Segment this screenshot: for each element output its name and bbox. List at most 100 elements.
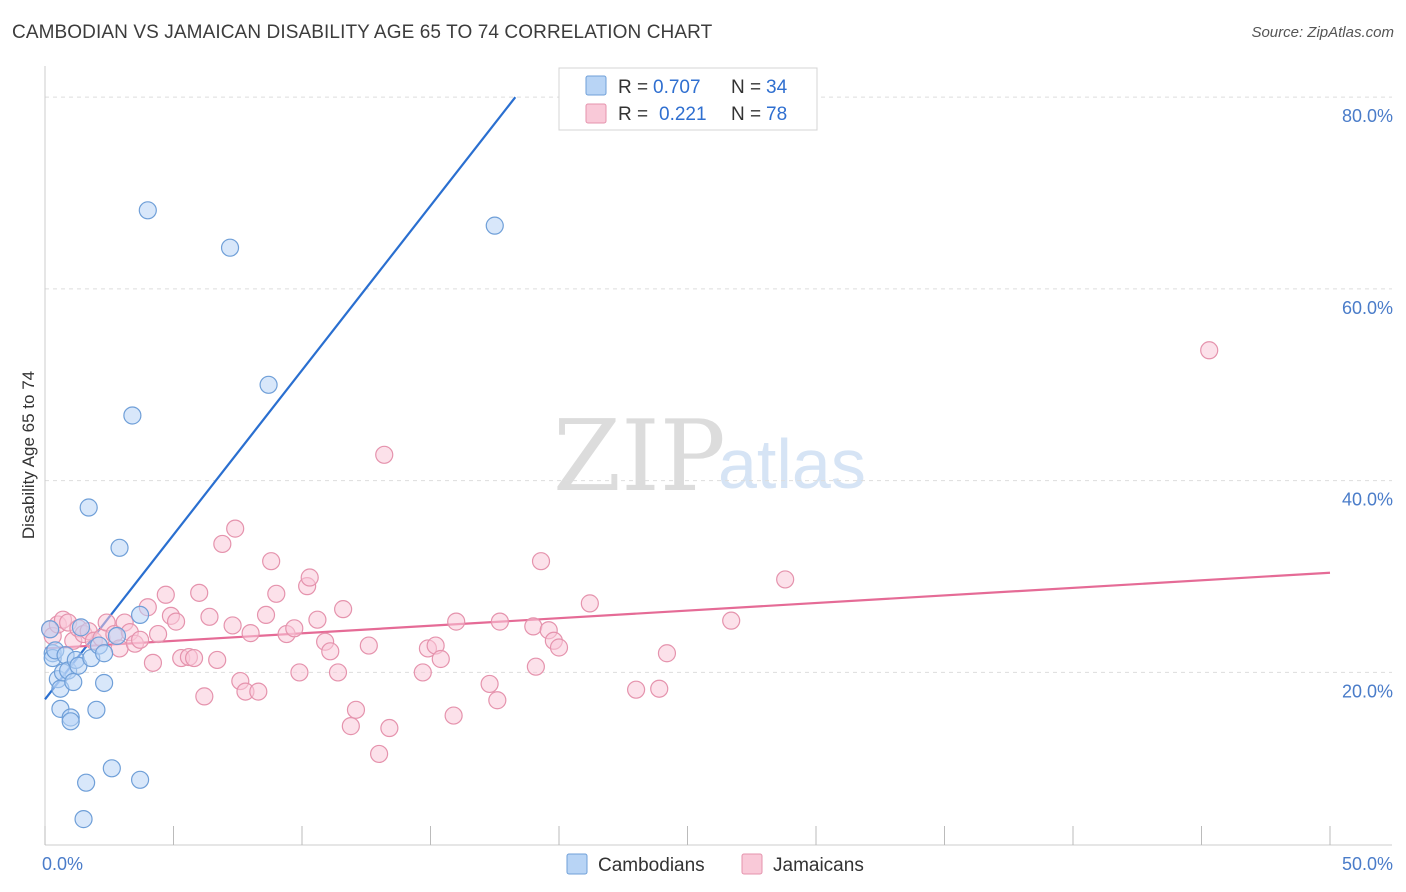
- legend-n-label-1: N =: [731, 77, 761, 98]
- jamaican-point-19: [143, 653, 163, 672]
- axes: [44, 66, 1392, 846]
- jamaican-point-57: [413, 663, 432, 682]
- jamaican-point-36: [241, 624, 260, 643]
- y-axis-label: Disability Age 65 to 74: [19, 371, 38, 539]
- bottom-legend-swatch-jamaicans: [741, 853, 763, 875]
- jamaican-point-33: [226, 519, 245, 538]
- cambodian-point-27: [123, 406, 142, 425]
- legend-n-value-1: 34: [766, 77, 788, 98]
- jamaican-point-17: [130, 630, 150, 649]
- jamaican-point-28: [195, 687, 214, 706]
- trend-lines: [44, 96, 1331, 700]
- jamaican-point-29: [200, 607, 219, 626]
- jamaican-points: [41, 341, 1219, 764]
- cambodian-point-30: [138, 201, 157, 220]
- cambodian-point-20: [87, 700, 106, 719]
- jamaican-point-43: [290, 663, 309, 682]
- source-credit: Source: ZipAtlas.com: [1251, 24, 1394, 41]
- jamaican-point-23: [166, 612, 186, 631]
- cambodian-point-32: [259, 375, 278, 394]
- cambodian-point-17: [77, 773, 96, 792]
- y-tick-label-20: 20.0%: [1342, 681, 1393, 701]
- legend-n-value-2: 78: [766, 104, 787, 125]
- legend-r-label-2: R =: [618, 104, 648, 125]
- bottom-legend-swatch-cambodians: [566, 853, 588, 875]
- jamaican-point-27: [190, 583, 209, 602]
- jamaican-point-21: [156, 585, 175, 604]
- series-legend: Cambodians Jamaicans: [566, 853, 864, 876]
- stats-legend: R = 0.707 N = 34 R = 0.221 N = 78: [558, 67, 818, 131]
- jamaican-point-31: [213, 534, 232, 554]
- jamaican-point-39: [262, 552, 281, 571]
- jamaican-point-49: [328, 663, 348, 682]
- x-tick-label-min: 0.0%: [42, 854, 83, 874]
- jamaican-point-50: [334, 600, 353, 619]
- x-ticks: 0.0% 50.0%: [42, 826, 1393, 874]
- cambodian-point-25: [107, 626, 127, 646]
- y-tick-label-80: 80.0%: [1342, 106, 1393, 126]
- jamaican-point-65: [490, 612, 509, 631]
- jamaican-point-73: [626, 680, 646, 699]
- legend-r-value-1: 0.707: [653, 77, 701, 98]
- jamaican-point-78: [1200, 341, 1219, 360]
- jamaican-point-62: [447, 612, 466, 631]
- cambodian-point-31: [220, 238, 240, 257]
- watermark-zip: ZIP: [553, 400, 726, 514]
- jamaican-point-67: [526, 657, 545, 676]
- cambodian-point-0: [41, 620, 60, 639]
- y-tick-labels: 20.0% 40.0% 60.0% 80.0%: [1342, 106, 1393, 701]
- jamaican-point-63: [480, 674, 499, 694]
- jamaican-point-75: [657, 644, 677, 663]
- cambodian-points: [41, 201, 504, 829]
- jamaican-point-46: [308, 610, 327, 629]
- jamaican-point-48: [321, 642, 340, 661]
- jamaican-point-77: [776, 570, 795, 589]
- jamaican-point-38: [256, 605, 276, 625]
- legend-r-value-2: 0.221: [659, 104, 707, 125]
- jamaican-point-71: [549, 638, 569, 657]
- watermark: ZIP atlas: [553, 400, 866, 514]
- chart-title: CAMBODIAN VS JAMAICAN DISABILITY AGE 65 …: [12, 22, 713, 43]
- watermark-atlas: atlas: [718, 425, 866, 503]
- gridlines: [45, 96, 1392, 673]
- cambodian-point-26: [110, 538, 129, 557]
- jamaican-point-55: [375, 445, 394, 464]
- jamaican-point-40: [267, 584, 286, 603]
- cambodian-point-11: [61, 712, 80, 731]
- bottom-legend-jamaicans: Jamaicans: [773, 855, 864, 876]
- cambodian-point-28: [130, 770, 150, 789]
- cambodian-point-23: [95, 673, 114, 693]
- jamaican-point-53: [359, 636, 378, 655]
- jamaican-point-51: [341, 717, 360, 736]
- jamaican-point-52: [346, 700, 366, 719]
- jamaican-point-26: [184, 648, 204, 668]
- jamaican-point-42: [285, 619, 304, 638]
- jamaican-point-56: [380, 718, 399, 738]
- x-tick-label-max: 50.0%: [1342, 854, 1393, 874]
- bottom-legend-cambodians: Cambodians: [598, 855, 705, 876]
- y-tick-label-60: 60.0%: [1342, 298, 1393, 318]
- jamaican-point-20: [148, 624, 168, 644]
- jamaican-point-32: [223, 616, 242, 635]
- cambodian-point-24: [102, 759, 121, 778]
- jamaican-point-30: [208, 650, 227, 670]
- jamaican-point-72: [580, 594, 599, 613]
- jamaican-point-76: [722, 611, 741, 630]
- y-tick-label-40: 40.0%: [1342, 490, 1393, 510]
- cambodian-trend-line: [44, 96, 517, 700]
- legend-r-label-1: R =: [618, 77, 648, 98]
- cambodian-point-22: [95, 644, 114, 663]
- legend-n-label-2: N =: [731, 104, 761, 125]
- cambodian-point-29: [130, 605, 150, 625]
- jamaican-point-37: [249, 682, 268, 701]
- jamaican-point-54: [370, 744, 389, 764]
- legend-swatch-cambodians: [585, 75, 607, 96]
- cambodian-point-15: [71, 618, 91, 637]
- jamaican-point-45: [300, 568, 319, 587]
- jamaican-point-61: [444, 706, 463, 725]
- legend-swatch-jamaicans: [585, 103, 607, 124]
- cambodian-point-18: [79, 498, 98, 517]
- jamaican-point-68: [531, 552, 551, 571]
- jamaican-point-60: [431, 649, 450, 669]
